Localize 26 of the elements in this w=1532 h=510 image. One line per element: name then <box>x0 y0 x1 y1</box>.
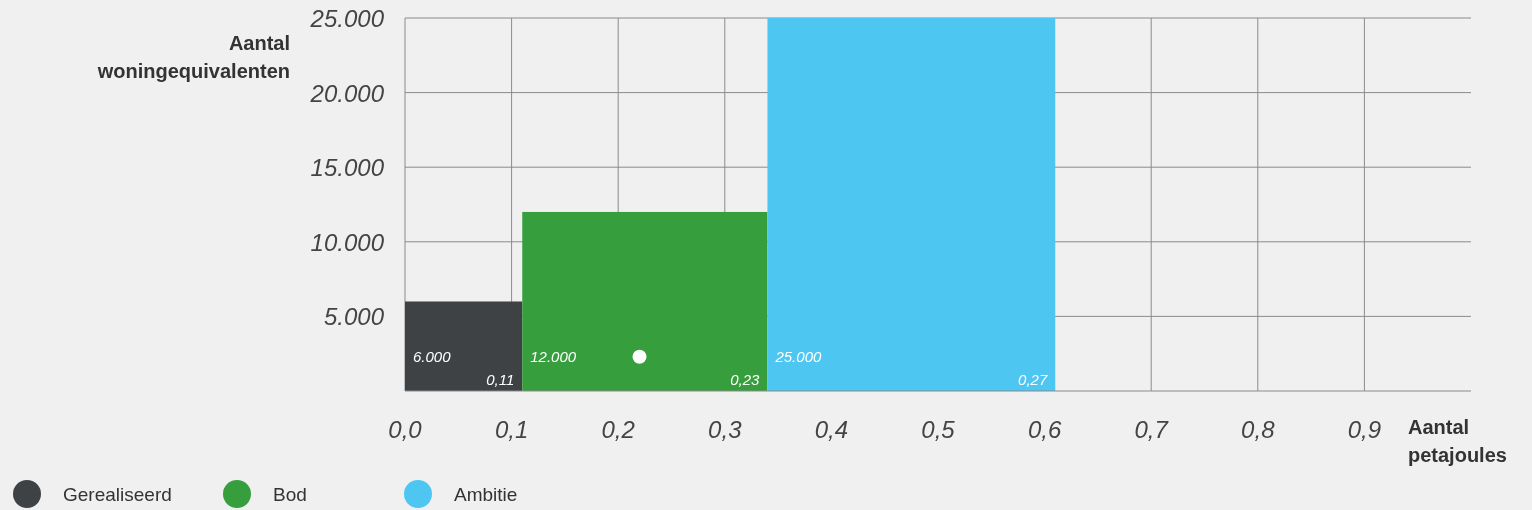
legend-label: Gerealiseerd <box>63 484 172 505</box>
y-tick-label: 25.000 <box>309 5 385 32</box>
annotation: 0,23 <box>730 371 761 388</box>
data-label: 25.000 <box>774 348 822 365</box>
x-tick-label: 0,1 <box>494 416 529 443</box>
y-tick-label: 10.000 <box>310 228 385 256</box>
y-tick-label: 20.000 <box>309 79 385 107</box>
x-tick-label: 0,3 <box>708 416 743 443</box>
x-tick-label: 0,7 <box>1134 416 1170 443</box>
legend-label: Ambitie <box>454 484 518 505</box>
x-tick-label: 0,2 <box>601 416 635 443</box>
data-label: 6.000 <box>413 348 452 365</box>
x-tick-label: 0,6 <box>1027 416 1062 443</box>
x-tick-label: 0,9 <box>1347 416 1382 443</box>
annotation: 0,11 <box>486 371 515 388</box>
legend-label: Bod <box>273 484 307 505</box>
y-tick-label: 5.000 <box>323 303 385 331</box>
x-tick-label: 0,0 <box>388 416 423 443</box>
x-axis-title: Aantal petajoules <box>1408 416 1507 466</box>
annotation: 0,27 <box>1018 371 1048 388</box>
x-tick-label: 0,8 <box>1241 416 1276 443</box>
x-tick-label: 0,4 <box>814 416 849 443</box>
y-axis-title: Aantal woningequivalenten <box>96 32 290 82</box>
x-tick-label: 0,5 <box>921 416 956 443</box>
y-tick-label: 15.000 <box>310 154 385 182</box>
data-label: 12.000 <box>530 348 577 365</box>
